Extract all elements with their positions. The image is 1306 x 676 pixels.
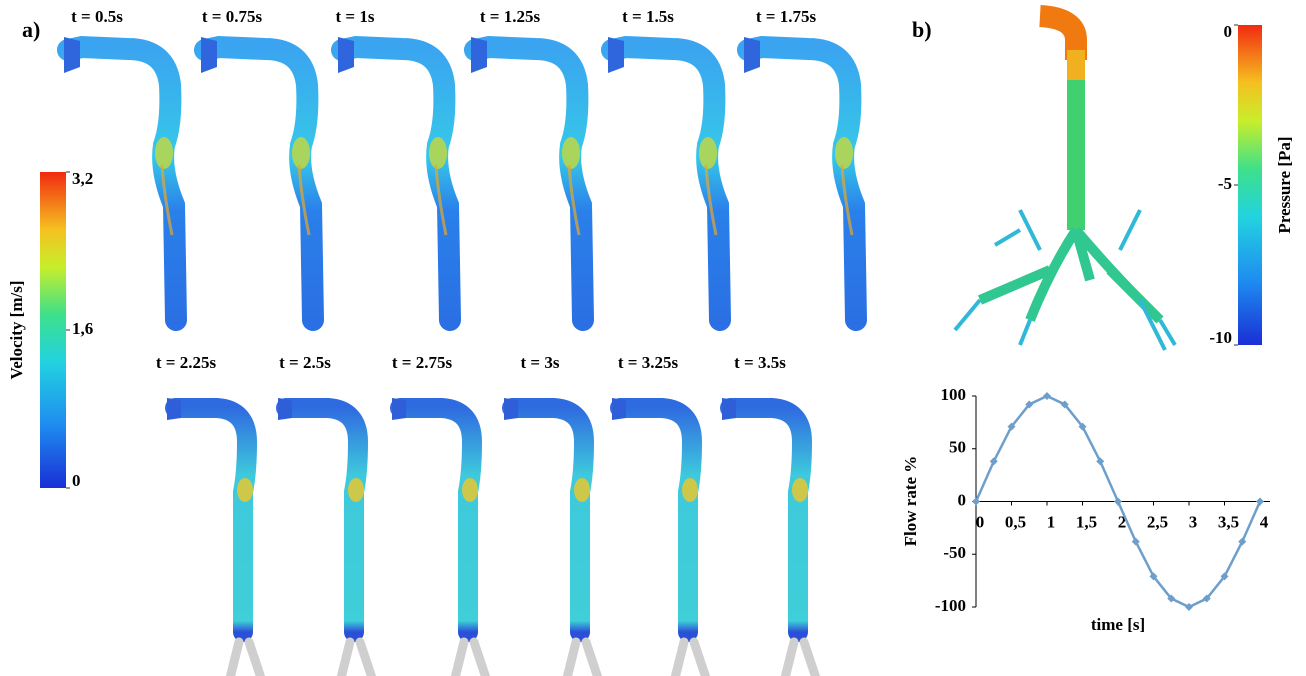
x-tick-label: 2 — [1118, 512, 1127, 531]
time-label: t = 2.75s — [392, 353, 453, 372]
time-label: t = 1.5s — [622, 7, 674, 26]
data-point — [1185, 603, 1193, 611]
x-tick-label: 3 — [1189, 512, 1198, 531]
data-point — [1256, 497, 1264, 506]
data-point — [1025, 400, 1034, 409]
data-point — [1096, 457, 1105, 466]
data-point — [1220, 572, 1229, 581]
data-point — [972, 497, 980, 506]
data-point — [1202, 594, 1211, 603]
pressure-airway — [953, 5, 1177, 351]
colorbar-tick-label: -10 — [1209, 328, 1232, 347]
time-label: t = 1s — [336, 7, 375, 26]
data-point — [1114, 497, 1122, 506]
time-label: t = 2.5s — [279, 353, 331, 372]
data-point — [1131, 537, 1140, 546]
colorbar-tick-label: -5 — [1218, 174, 1232, 193]
time-label: t = 3s — [521, 353, 560, 372]
panel-label: b) — [912, 17, 932, 42]
x-tick-label: 2,5 — [1147, 512, 1168, 531]
colorbar-title: Pressure [Pa] — [1275, 136, 1294, 233]
x-axis-title: time [s] — [1091, 615, 1145, 634]
y-tick-label: -50 — [943, 543, 966, 562]
colorbar-tick-label: 3,2 — [72, 169, 93, 188]
x-tick-label: 1,5 — [1076, 512, 1097, 531]
colorbar-title: Velocity [m/s] — [7, 281, 26, 380]
pressure-colorbar — [1238, 25, 1262, 345]
x-tick-label: 1 — [1047, 512, 1056, 531]
panel-label: a) — [22, 17, 40, 42]
data-point — [989, 457, 998, 466]
data-point — [1007, 422, 1016, 431]
data-point — [1149, 572, 1158, 581]
x-tick-label: 4 — [1260, 512, 1269, 531]
y-tick-label: 100 — [941, 385, 967, 404]
data-point — [1167, 594, 1176, 603]
data-point — [1060, 400, 1069, 409]
y-tick-label: -100 — [935, 596, 966, 615]
x-tick-label: 3,5 — [1218, 512, 1239, 531]
time-label: t = 3.25s — [618, 353, 679, 372]
time-label: t = 1.25s — [480, 7, 541, 26]
data-point — [1238, 537, 1247, 546]
velocity-colorbar — [40, 172, 66, 488]
time-label: t = 3.5s — [734, 353, 786, 372]
time-label: t = 0.5s — [71, 7, 123, 26]
data-point — [1078, 422, 1087, 431]
time-label: t = 0.75s — [202, 7, 263, 26]
y-tick-label: 50 — [949, 438, 966, 457]
colorbar-tick-label: 0 — [72, 471, 81, 490]
data-point — [1043, 392, 1051, 400]
y-axis-title: Flow rate % — [901, 456, 920, 547]
time-label: t = 1.75s — [756, 7, 817, 26]
time-label: t = 2.25s — [156, 353, 217, 372]
x-tick-label: 0 — [976, 512, 985, 531]
colorbar-tick-label: 1,6 — [72, 319, 93, 338]
colorbar-tick-label: 0 — [1224, 22, 1233, 41]
y-tick-label: 0 — [958, 490, 967, 509]
x-tick-label: 0,5 — [1005, 512, 1026, 531]
